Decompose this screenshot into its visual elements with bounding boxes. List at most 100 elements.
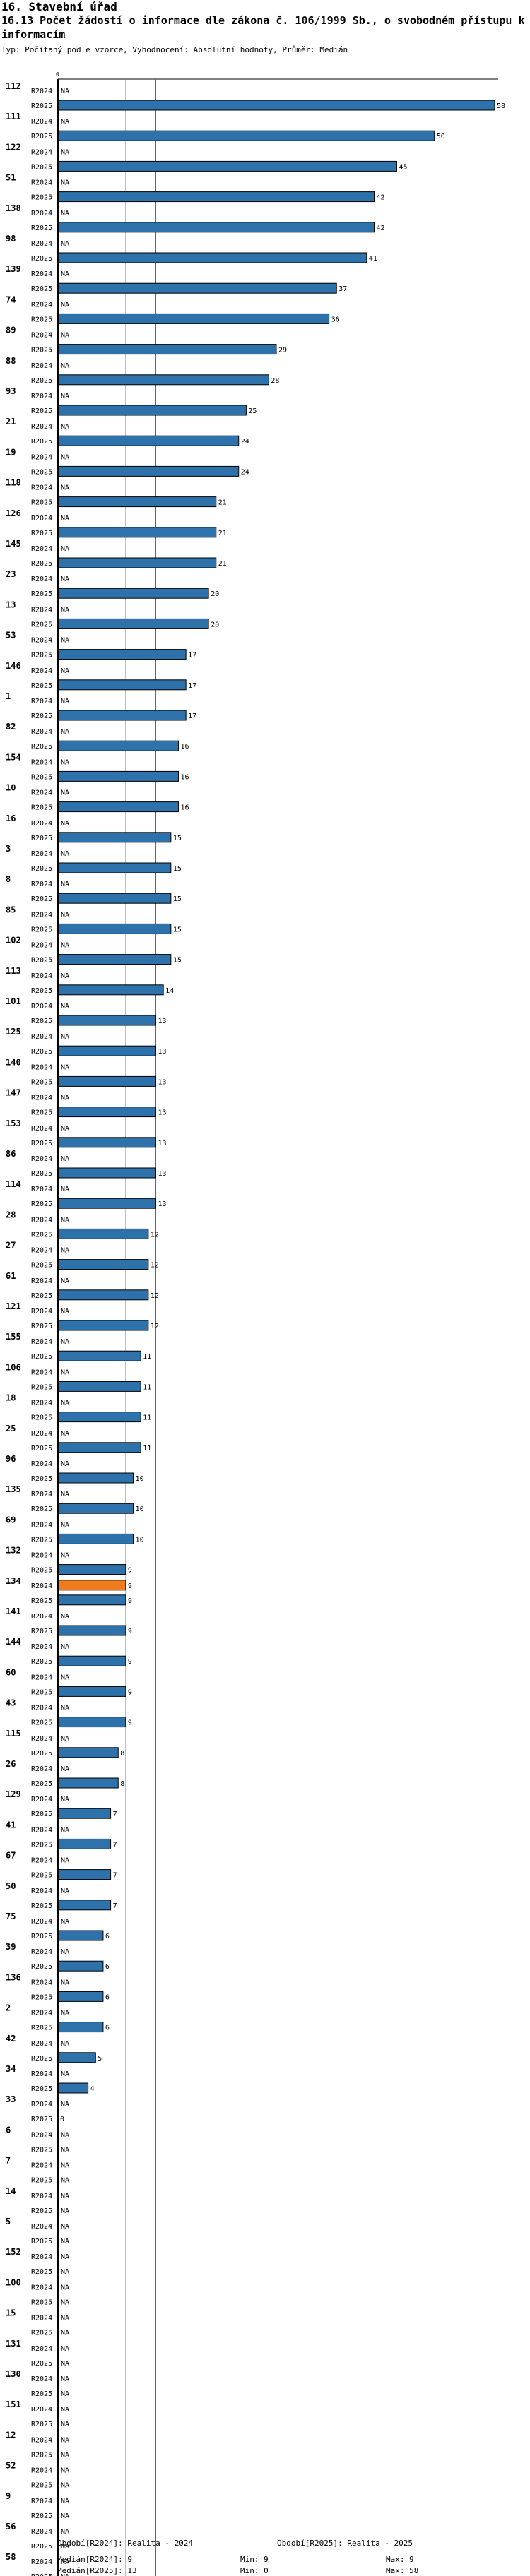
- value-label: 12: [151, 1262, 159, 1270]
- value-label: 29: [278, 347, 287, 354]
- na-label: NA: [61, 667, 69, 675]
- series-row-label: R2024: [31, 1948, 52, 1956]
- category-label: 25: [6, 1424, 16, 1433]
- series-row-label: R2024: [31, 1979, 52, 1986]
- na-label: NA: [61, 88, 69, 95]
- bar: [57, 649, 187, 660]
- bar: [57, 1137, 157, 1148]
- category-label: 86: [6, 1149, 16, 1159]
- category-label: 106: [6, 1362, 21, 1372]
- na-label: NA: [61, 2360, 69, 2368]
- na-label: NA: [61, 332, 69, 340]
- chart-title: 16.13 Počet žádostí o informace dle záko…: [1, 14, 525, 41]
- na-label: NA: [61, 2193, 69, 2200]
- series-row-label: R2025: [31, 1658, 52, 1666]
- bar: [57, 496, 217, 508]
- category-label: 98: [6, 234, 16, 244]
- na-label: NA: [61, 270, 69, 278]
- na-label: NA: [61, 1765, 69, 1773]
- category-label: 15: [6, 2308, 16, 2318]
- value-label: 13: [158, 1109, 167, 1117]
- series-row-label: R2024: [31, 2498, 52, 2505]
- series-row-label: R2025: [31, 1109, 52, 1117]
- series-row-label: R2025: [31, 560, 52, 568]
- bar: [57, 2022, 104, 2033]
- value-label: 16: [180, 743, 189, 751]
- series-row-label: R2024: [31, 667, 52, 675]
- value-label: 7: [113, 1872, 117, 1880]
- value-label: 21: [218, 530, 227, 537]
- series-row-label: R2024: [31, 2315, 52, 2322]
- series-row-label: R2025: [31, 712, 52, 720]
- na-label: NA: [61, 911, 69, 919]
- series-row-label: R2024: [31, 2467, 52, 2475]
- value-label: 42: [377, 194, 385, 202]
- value-label: 13: [158, 1048, 167, 1056]
- series-row-label: R2024: [31, 453, 52, 461]
- series-row-label: R2025: [31, 1536, 52, 1544]
- na-label: NA: [61, 728, 69, 736]
- na-label: NA: [61, 1216, 69, 1224]
- value-label: 11: [143, 1445, 151, 1453]
- category-label: 129: [6, 1789, 21, 1799]
- category-label: 101: [6, 996, 21, 1006]
- na-label: NA: [61, 2040, 69, 2048]
- na-label: NA: [61, 1979, 69, 1986]
- na-label: NA: [61, 179, 69, 187]
- na-label: NA: [61, 2482, 69, 2490]
- series-row-label: R2025: [31, 1018, 52, 1025]
- series-row-label: R2025: [31, 1719, 52, 1727]
- category-label: 151: [6, 2399, 21, 2409]
- category-label: 13: [6, 600, 16, 609]
- series-row-label: R2024: [31, 2406, 52, 2414]
- bar: [57, 1594, 126, 1606]
- bar: [57, 1991, 104, 2002]
- value-label: 0: [60, 2116, 64, 2123]
- series-row-label: R2025: [31, 1505, 52, 1513]
- series-row-label: R2025: [31, 2421, 52, 2428]
- bar: [57, 2052, 96, 2063]
- series-row-label: R2024: [31, 2345, 52, 2353]
- na-label: NA: [61, 2498, 69, 2505]
- bar: [57, 740, 179, 751]
- bar: [57, 1015, 157, 1026]
- bar: [57, 160, 397, 172]
- bar: [57, 1320, 149, 1331]
- na-label: NA: [61, 2436, 69, 2444]
- na-label: NA: [61, 2421, 69, 2428]
- value-label: 16: [180, 804, 189, 812]
- series-row-label: R2024: [31, 1095, 52, 1102]
- series-row-label: R2025: [31, 865, 52, 873]
- series-row-label: R2024: [31, 1125, 52, 1133]
- na-label: NA: [61, 453, 69, 461]
- bar: [57, 527, 217, 538]
- bar: [57, 1838, 112, 1849]
- na-label: NA: [61, 2375, 69, 2383]
- series-row-label: R2024: [31, 1765, 52, 1773]
- value-label: 17: [188, 652, 196, 660]
- na-label: NA: [61, 2390, 69, 2398]
- series-row-label: R2024: [31, 240, 52, 248]
- na-label: NA: [61, 850, 69, 858]
- na-label: NA: [61, 2070, 69, 2078]
- value-label: 12: [151, 1231, 159, 1239]
- series-row-label: R2025: [31, 957, 52, 965]
- series-row-label: R2025: [31, 1353, 52, 1361]
- series-row-label: R2025: [31, 2573, 52, 2576]
- na-label: NA: [61, 2558, 69, 2566]
- value-label: 12: [151, 1323, 159, 1330]
- value-label: 21: [218, 560, 227, 568]
- value-label: 6: [105, 2025, 110, 2032]
- series-row-label: R2024: [31, 606, 52, 614]
- na-label: NA: [61, 393, 69, 400]
- series-row-label: R2025: [31, 1170, 52, 1178]
- series-row-label: R2024: [31, 911, 52, 919]
- category-label: 115: [6, 1729, 21, 1739]
- category-label: 130: [6, 2369, 21, 2379]
- series-row-label: R2024: [31, 1674, 52, 1681]
- bar: [57, 191, 375, 203]
- category-label: 147: [6, 1088, 21, 1098]
- category-label: 93: [6, 386, 16, 396]
- legend-max-2025: Max: 58: [386, 2566, 419, 2575]
- category-label: 135: [6, 1484, 21, 1494]
